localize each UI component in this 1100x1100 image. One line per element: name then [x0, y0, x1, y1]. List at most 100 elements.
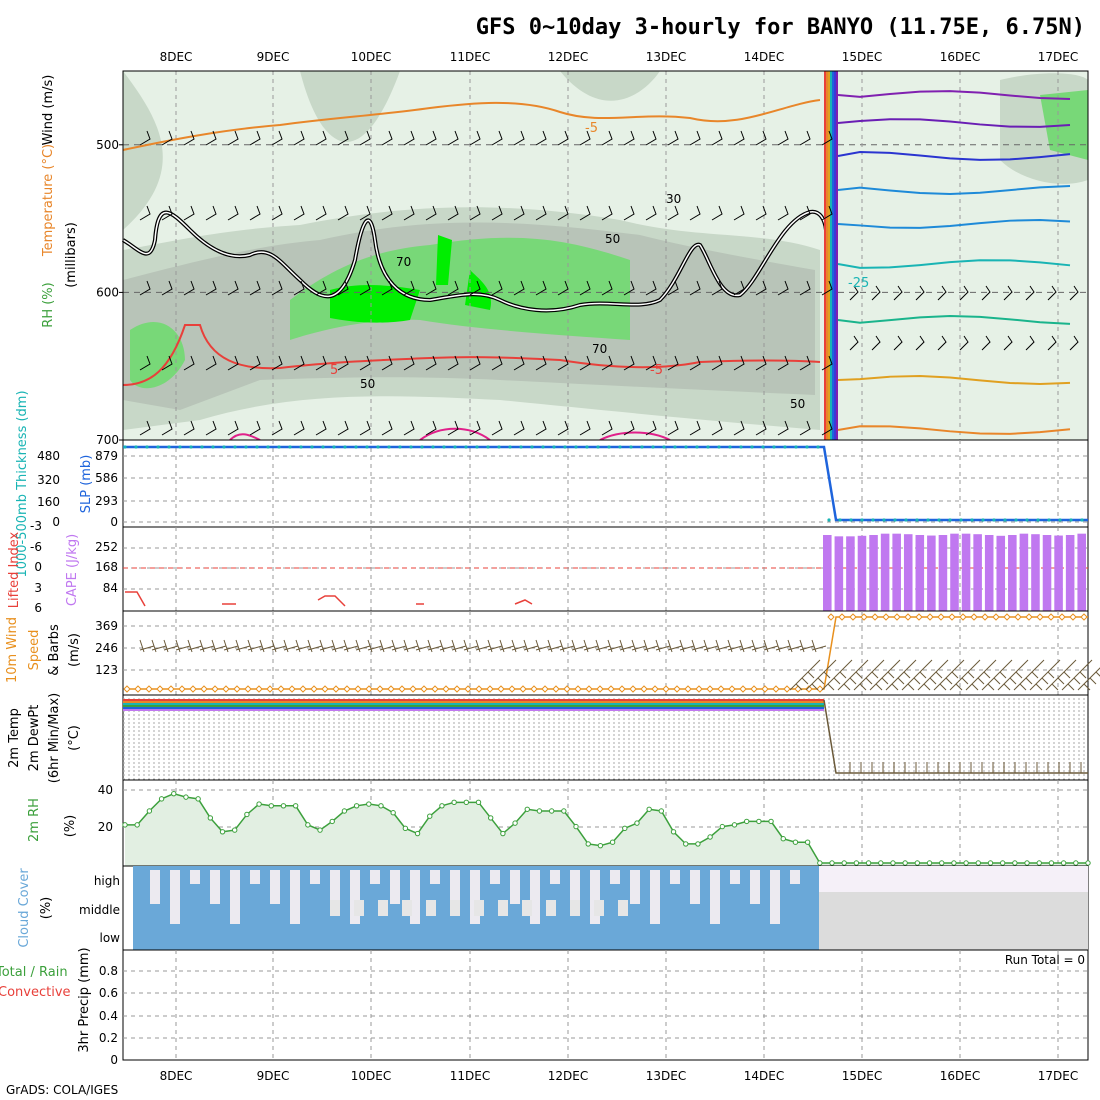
thickness-dot — [970, 518, 974, 522]
upper-wind-barb — [491, 420, 503, 436]
rh2m-point — [146, 808, 153, 814]
upper-wind-barb — [535, 420, 547, 436]
wind-speed-marker — [640, 685, 648, 693]
cape-tick-label: 252 — [95, 540, 118, 554]
upper-wind-barb — [271, 355, 283, 371]
upper-wind-barb — [359, 355, 371, 371]
wind-barb — [283, 639, 299, 653]
rh2m-point — [561, 808, 567, 814]
cloud-high-gap — [170, 870, 180, 924]
wind-barb-strong — [965, 659, 997, 691]
thickness-dot — [651, 445, 655, 449]
upper-wind-barb — [315, 130, 327, 146]
wind-tick-label: 123 — [95, 663, 118, 677]
wind-barb — [343, 639, 359, 653]
upper-wind-barb — [249, 280, 261, 296]
upper-wind-barb — [337, 205, 349, 221]
rh2m-point — [1060, 860, 1067, 866]
wind-barb — [463, 639, 479, 653]
thickness-dot — [475, 445, 479, 449]
rh2m-point — [719, 823, 726, 830]
wind-speed-marker — [937, 613, 945, 621]
wind-speed-marker — [728, 685, 736, 693]
upper-wind-barb — [821, 130, 833, 146]
x-tick-bottom: 12DEC — [548, 1069, 588, 1083]
wind-speed-marker — [134, 685, 142, 693]
wind-barb-strong — [869, 659, 901, 691]
upper-wind-barb — [205, 280, 217, 296]
rh-contour-label: 70 — [592, 342, 607, 356]
upper-wind-barb — [777, 420, 789, 436]
x-tick-top: 14DEC — [744, 50, 784, 64]
upper-wind-barb — [293, 420, 305, 436]
upper-wind-barb — [293, 355, 305, 371]
thickness-dot — [288, 445, 292, 449]
thickness-dot — [937, 518, 941, 522]
upper-wind-barb — [821, 205, 833, 221]
rh2m-point — [890, 860, 896, 866]
x-tick-bottom: 11DEC — [450, 1069, 490, 1083]
wind-barb — [235, 639, 251, 653]
cloud-mid-gap — [330, 900, 340, 916]
wind-speed-marker — [574, 685, 582, 693]
thickness-axis-label: 1000-500mb Thickness (dm) — [15, 390, 30, 577]
upper-tick-label: 600 — [96, 285, 119, 299]
upper-wind-barb — [711, 280, 723, 296]
cape-bar — [834, 536, 844, 611]
upper-wind-barb — [871, 335, 881, 351]
cape-bar — [880, 533, 890, 611]
upper-wind-barb — [871, 285, 881, 301]
upper-wind-barb — [557, 280, 569, 296]
thickness-dot — [750, 445, 754, 449]
cloud-high-gap — [750, 870, 760, 904]
rh2m-point — [987, 860, 994, 866]
wind-barb — [751, 639, 767, 653]
upper-wind-barb — [821, 420, 833, 436]
collapse-stripe — [830, 71, 832, 440]
rh-contour-label: 30 — [666, 192, 681, 206]
wind10m-axis-label-2: Speed — [27, 630, 42, 671]
rh2m-point — [366, 801, 372, 807]
upper-wind-barb — [381, 205, 393, 221]
temp-line-5 — [122, 324, 821, 386]
cloud-high-gap — [290, 870, 300, 924]
thickness-dot — [1014, 518, 1018, 522]
wind-speed-marker — [145, 685, 153, 693]
wind-barb — [427, 639, 443, 653]
upper-wind-barb — [1025, 285, 1035, 301]
rh2m-point — [280, 803, 287, 809]
rh-region-90 — [330, 235, 491, 323]
upper-wind-barb — [249, 420, 261, 436]
wind-barb — [415, 639, 431, 653]
upper-wind-barb — [337, 130, 349, 146]
upper-wind-barb — [821, 280, 833, 296]
rh2m-point — [817, 860, 823, 866]
thickness-dot — [794, 445, 798, 449]
wind-speed-marker — [871, 613, 879, 621]
run-total-label: Run Total = 0 — [1005, 953, 1085, 967]
rh2m-point — [756, 818, 762, 825]
upper-wind-barb — [937, 335, 947, 351]
upper-wind-barb — [469, 355, 481, 371]
upper-wind-barb — [711, 205, 723, 221]
thickness-dot — [816, 445, 820, 449]
thickness-dot — [376, 445, 380, 449]
thickness-dot — [981, 518, 985, 522]
cloud-mid-late — [819, 892, 1088, 950]
upper-wind-barb — [915, 285, 925, 301]
wind-barb — [583, 639, 599, 653]
thickness-dot — [1003, 518, 1007, 522]
rh2m-point — [451, 799, 457, 806]
wind-speed-marker — [178, 685, 186, 693]
wind-speed-marker — [1014, 613, 1022, 621]
upper-wind-barb — [755, 205, 767, 221]
upper-wind-barb — [227, 280, 239, 296]
post-isotherm — [837, 425, 1071, 435]
minmax-axis-label: (6hr Min/Max) — [47, 693, 62, 783]
thickness-dot — [893, 518, 897, 522]
rh2m-point — [232, 827, 238, 833]
rh2m-point — [524, 806, 530, 812]
upper-wind-barb — [381, 130, 393, 146]
upper-wind-barb — [711, 130, 723, 146]
upper-wind-barb — [667, 130, 679, 146]
